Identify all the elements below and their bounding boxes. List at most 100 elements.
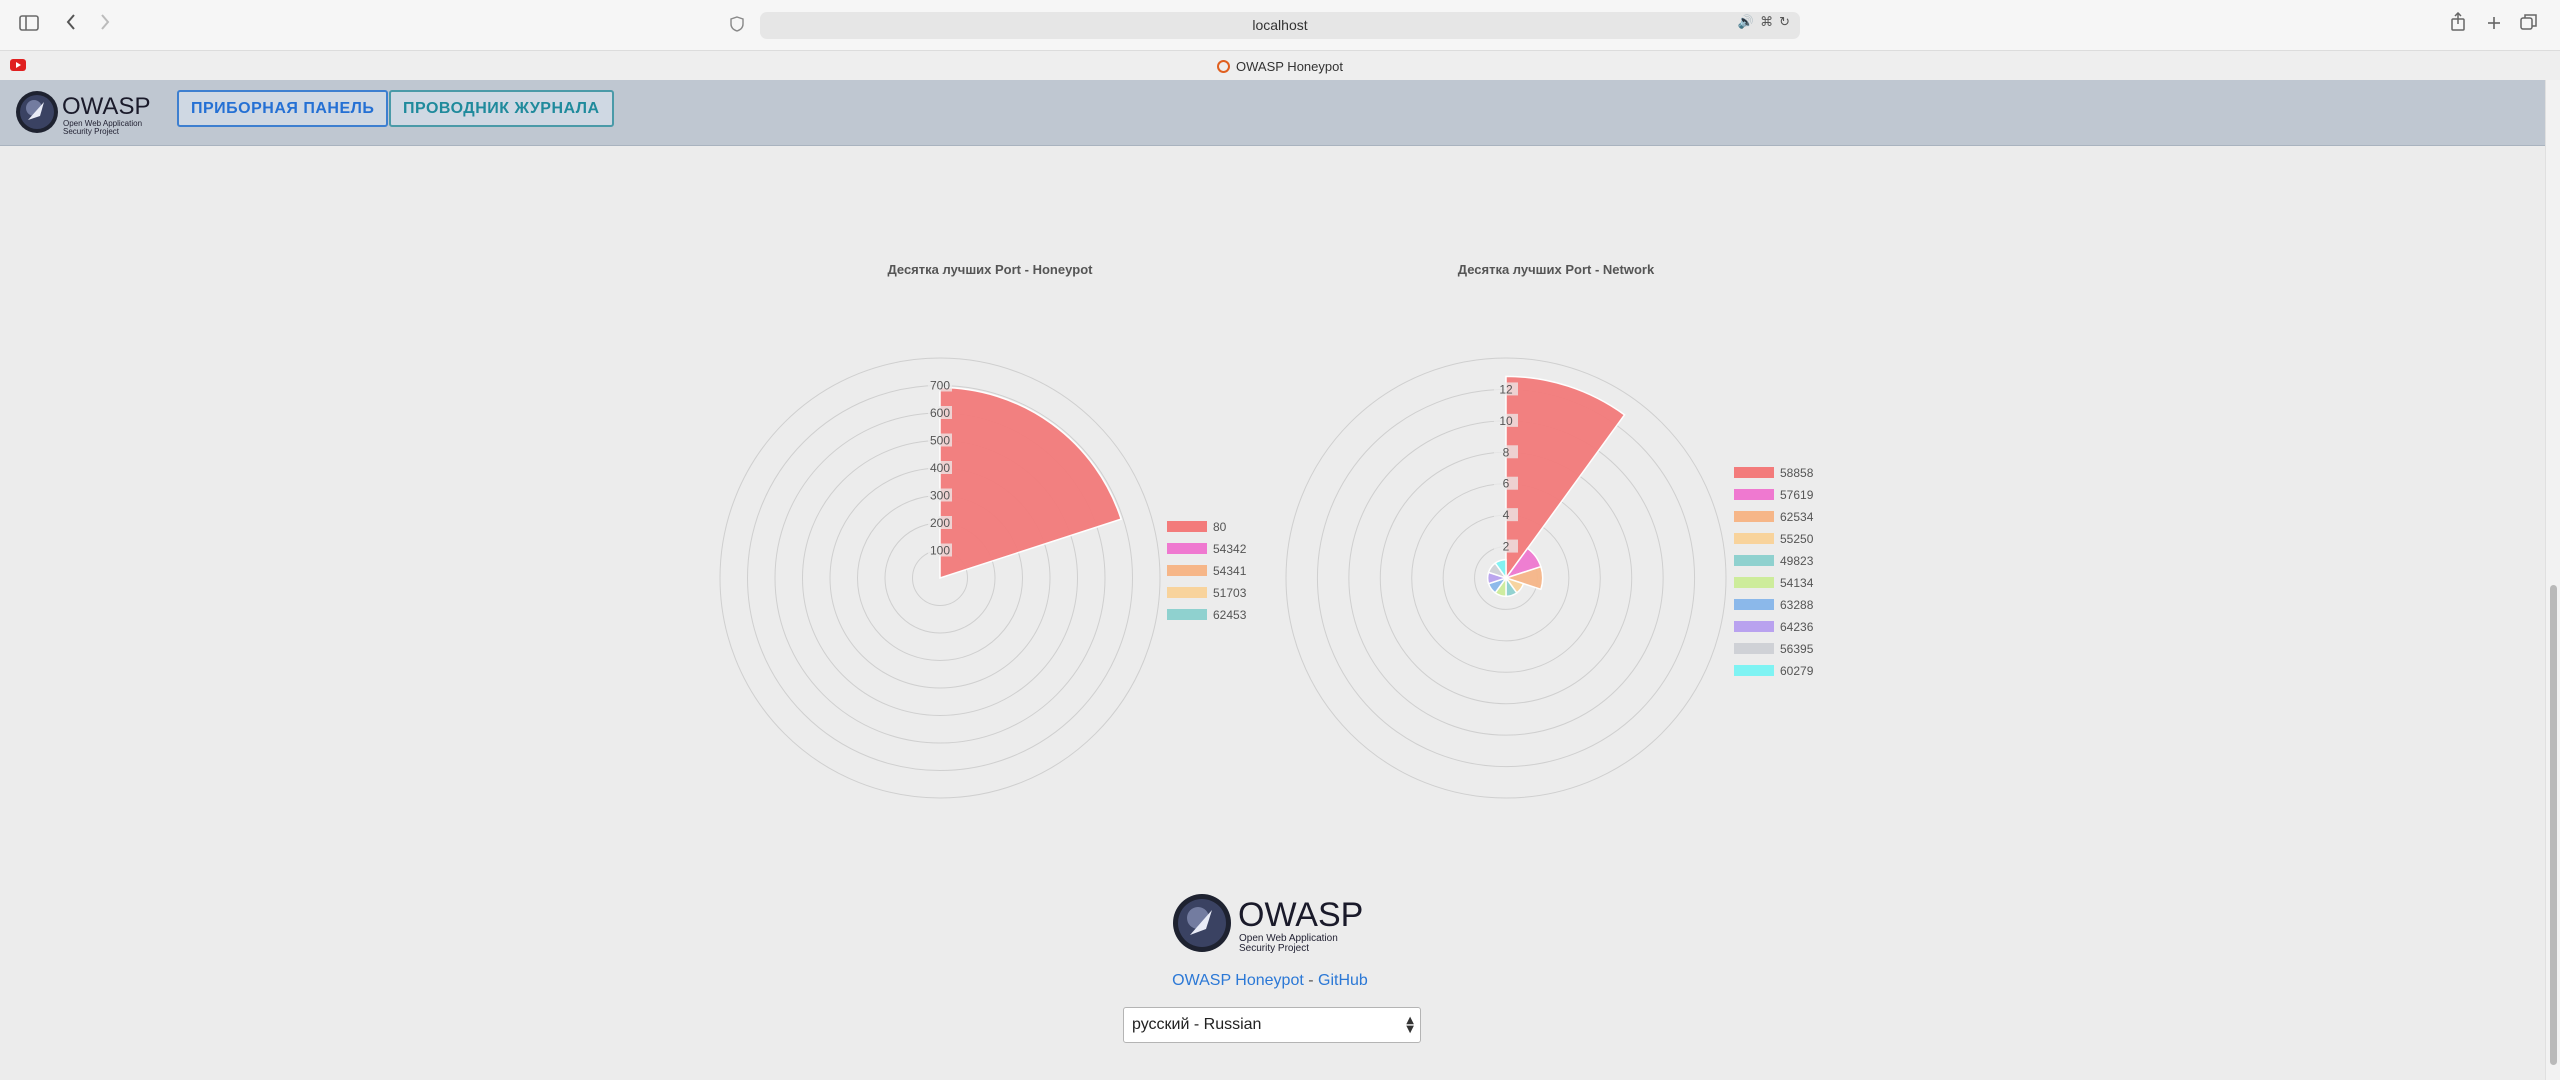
tab-title: OWASP Honeypot — [1236, 59, 1343, 74]
browser-toolbar: localhost 🔊 ⌘ ↻ — [0, 0, 2560, 50]
browser-chrome: localhost 🔊 ⌘ ↻ OWASP Honeypot — [0, 0, 2560, 80]
legend-swatch — [1167, 587, 1207, 598]
tick-label-bg — [928, 543, 952, 557]
tick-label: 4 — [1503, 508, 1510, 522]
page-scrollbar[interactable] — [2545, 80, 2560, 1080]
polar-chart-honeypot: 100 200 300 400 500 600 700 — [719, 357, 1161, 799]
footer-links: OWASP Honeypot - GitHub — [1080, 972, 1460, 990]
polar-segment-58858[interactable] — [1505, 375, 1626, 581]
logo-subline-1: Open Web Application — [63, 119, 142, 128]
share-icon[interactable] — [2445, 11, 2471, 38]
tick-label: 12 — [1499, 382, 1513, 396]
tick-label-bg — [1494, 476, 1518, 490]
legend-label: 49823 — [1780, 554, 1814, 568]
youtube-icon[interactable] — [10, 59, 26, 71]
dashboard-nav-button[interactable]: ПРИБОРНАЯ ПАНЕЛЬ — [177, 90, 389, 127]
tick-label: 200 — [930, 516, 950, 530]
speaker-icon[interactable]: 🔊 — [1737, 15, 1755, 30]
chart-title-honeypot: Десятка лучших Port - Honeypot — [887, 262, 1093, 277]
address-bar[interactable]: localhost 🔊 ⌘ ↻ — [730, 12, 1800, 39]
tick-label: 500 — [930, 434, 950, 448]
chart-title-network: Десятка лучших Port - Network — [1457, 262, 1655, 277]
footer-owasp-logo: OWASP Open Web Application Security Proj… — [1173, 894, 1363, 954]
legend-label: 54341 — [1213, 564, 1247, 578]
logo-wordmark: OWASP — [62, 93, 150, 120]
legend-label: 54134 — [1780, 576, 1814, 590]
grid-ring — [1285, 357, 1727, 799]
reload-icon[interactable]: ↻ — [1779, 15, 1790, 30]
tab-bar: OWASP Honeypot — [0, 50, 2560, 80]
tick-label-bg — [1494, 539, 1518, 553]
tick-label: 100 — [930, 544, 950, 558]
github-link[interactable]: GitHub — [1318, 972, 1368, 989]
chevron-left-icon[interactable] — [58, 12, 84, 38]
tick-label: 8 — [1503, 445, 1510, 459]
privacy-shield-icon[interactable] — [730, 16, 746, 34]
language-select-value: русский - Russian — [1132, 1016, 1262, 1033]
log-explorer-nav-button[interactable]: ПРОВОДНИК ЖУРНАЛА — [389, 90, 614, 127]
legend-swatch — [1734, 599, 1774, 610]
legend-swatch — [1734, 467, 1774, 478]
tick-label: 6 — [1503, 477, 1510, 491]
chevron-right-icon[interactable] — [92, 12, 118, 38]
language-select[interactable]: русский - Russian ▲ ▼ — [1123, 1007, 1421, 1043]
legend-label: 57619 — [1780, 488, 1814, 502]
legend-label: 80 — [1213, 520, 1227, 534]
legend-swatch — [1167, 609, 1207, 620]
tick-label: 700 — [930, 379, 950, 393]
legend-swatch — [1167, 565, 1207, 576]
polar-segment-60279[interactable] — [1494, 558, 1507, 581]
logo-subline-2: Security Project — [63, 127, 120, 136]
tabs-overview-icon[interactable] — [2516, 12, 2542, 38]
legend-swatch — [1734, 533, 1774, 544]
legend-label: 55250 — [1780, 532, 1814, 546]
owasp-honeypot-link[interactable]: OWASP Honeypot — [1172, 972, 1304, 989]
legend-swatch — [1734, 511, 1774, 522]
footer-logo-subline-1: Open Web Application — [1239, 933, 1338, 944]
legend-swatch — [1734, 665, 1774, 676]
tick-label-bg — [928, 488, 952, 502]
footer-logo-wordmark: OWASP — [1238, 896, 1363, 934]
polar-chart-network: 2 4 6 8 10 12 — [1285, 357, 1727, 799]
legend-swatch — [1734, 577, 1774, 588]
tick-label: 400 — [930, 461, 950, 475]
page-content: OWASP Open Web Application Security Proj… — [0, 80, 2545, 1080]
polar-segment-62534[interactable] — [1503, 565, 1544, 591]
tick-label: 2 — [1503, 540, 1510, 554]
legend-label: 62534 — [1780, 510, 1814, 524]
tick-label: 300 — [930, 489, 950, 503]
tick-label: 10 — [1499, 414, 1513, 428]
owasp-logo[interactable]: OWASP Open Web Application Security Proj… — [14, 86, 164, 138]
legend-label: 60279 — [1780, 664, 1814, 678]
legend-label: 64236 — [1780, 620, 1814, 634]
tick-label-bg — [928, 378, 952, 392]
select-arrows-icon: ▲ ▼ — [1406, 1015, 1414, 1035]
legend-label: 62453 — [1213, 608, 1247, 622]
tab-active[interactable]: OWASP Honeypot — [0, 59, 2560, 74]
legend-label: 56395 — [1780, 642, 1814, 656]
polar-segment-80[interactable] — [939, 386, 1123, 580]
tick-label-bg — [1494, 508, 1518, 522]
footer-separator: - — [1303, 972, 1319, 989]
legend-swatch — [1734, 643, 1774, 654]
tick-label-bg — [1494, 382, 1518, 396]
legend-label: 63288 — [1780, 598, 1814, 612]
tick-label-bg — [928, 461, 952, 474]
translate-icon[interactable]: ⌘ — [1760, 15, 1774, 30]
honeypot-favicon-icon — [1217, 60, 1231, 73]
tick-label: 600 — [930, 406, 950, 420]
tick-label-bg — [928, 433, 952, 447]
sidebar-icon[interactable] — [16, 12, 42, 38]
url-text: localhost — [1252, 17, 1308, 33]
legend-swatch — [1167, 543, 1207, 554]
legend-swatch — [1167, 521, 1207, 532]
legend-swatch — [1734, 489, 1774, 500]
legend-swatch — [1734, 621, 1774, 632]
tick-label-bg — [928, 516, 952, 529]
footer-logo-subline-2: Security Project — [1239, 943, 1309, 954]
scrollbar-thumb[interactable] — [2550, 585, 2557, 1065]
legend-label: 51703 — [1213, 586, 1247, 600]
tick-label-bg — [1494, 445, 1518, 459]
site-header: OWASP Open Web Application Security Proj… — [0, 80, 2545, 146]
plus-icon[interactable] — [2481, 12, 2507, 38]
